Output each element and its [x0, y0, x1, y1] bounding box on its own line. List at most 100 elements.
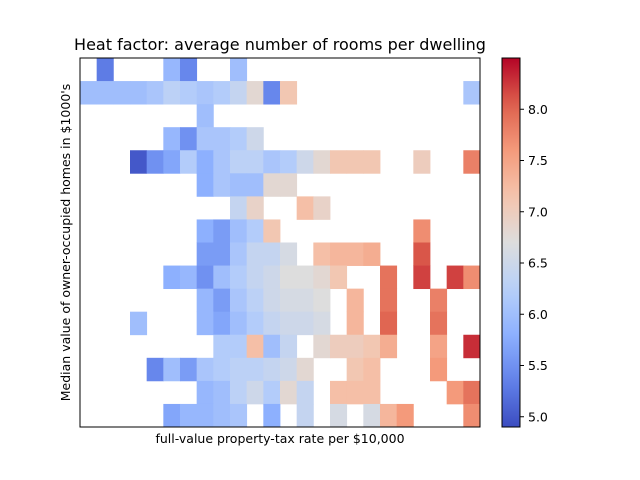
heatmap-cell	[296, 357, 314, 382]
heatmap-cells	[80, 58, 481, 428]
heatmap-cell	[346, 242, 364, 266]
heatmap-cell	[380, 403, 398, 428]
colorbar-tick-label: 7.5	[528, 153, 548, 168]
heatmap-cell	[280, 334, 298, 359]
heatmap-cell	[196, 219, 214, 243]
heatmap-cell	[280, 380, 298, 405]
heatmap-cell	[346, 288, 364, 313]
heatmap-cell	[363, 403, 381, 428]
heatmap-cell	[230, 288, 248, 313]
heatmap-cell	[130, 150, 148, 174]
heatmap-cell	[180, 81, 198, 105]
heatmap-cell	[230, 127, 248, 151]
heatmap-cell	[180, 127, 198, 151]
heatmap-cell	[196, 357, 214, 382]
heatmap-cell	[230, 334, 248, 359]
heatmap-cell	[246, 265, 264, 290]
heatmap-cell	[180, 58, 198, 82]
heatmap-cell	[430, 334, 448, 359]
heatmap-cell	[196, 265, 214, 290]
heatmap-cell	[263, 334, 281, 359]
colorbar-tick-label: 6.5	[528, 256, 548, 271]
heatmap-cell	[263, 288, 281, 313]
heatmap-cell	[163, 58, 181, 82]
colorbar-tick-label: 5.0	[528, 409, 548, 424]
heatmap-cell	[330, 380, 348, 405]
heatmap-cell	[296, 265, 314, 290]
heatmap-cell	[313, 196, 331, 220]
heatmap-cell	[263, 81, 281, 105]
heatmap-cell	[213, 334, 231, 359]
heatmap-cell	[296, 150, 314, 174]
heatmap-cell	[230, 311, 248, 336]
heatmap-cell	[230, 380, 248, 405]
heatmap-cell	[163, 265, 181, 290]
heatmap-cell	[346, 357, 364, 382]
heatmap-cell	[180, 265, 198, 290]
heatmap-cell	[213, 173, 231, 197]
heatmap-cell	[196, 104, 214, 128]
heatmap-cell	[246, 219, 264, 243]
heatmap-cell	[213, 288, 231, 313]
heatmap-cell	[80, 81, 98, 105]
heatmap-cell	[280, 173, 298, 197]
heatmap-cell	[430, 311, 448, 336]
heatmap-cell	[230, 58, 248, 82]
heatmap-cell	[246, 334, 264, 359]
heatmap-cell	[213, 265, 231, 290]
colorbar-tick-label: 6.0	[528, 307, 548, 322]
heatmap-cell	[280, 81, 298, 105]
heatmap-cell	[246, 311, 264, 336]
heatmap-cell	[413, 150, 431, 174]
heatmap-cell	[330, 334, 348, 359]
heatmap-cell	[330, 265, 348, 290]
heatmap-cell	[296, 196, 314, 220]
heatmap-cell	[146, 81, 164, 105]
heatmap-cell	[446, 265, 464, 290]
heatmap-cell	[413, 242, 431, 266]
heatmap-cell	[313, 242, 331, 266]
heatmap-cell	[196, 173, 214, 197]
heatmap-cell	[263, 265, 281, 290]
heatmap-cell	[396, 403, 414, 428]
heatmap-cell	[346, 334, 364, 359]
heatmap-cell	[130, 311, 148, 336]
heatmap-cell	[246, 81, 264, 105]
heatmap-cell	[296, 311, 314, 336]
heatmap-cell	[163, 357, 181, 382]
heatmap-cell	[213, 380, 231, 405]
heatmap-cell	[413, 265, 431, 290]
heatmap-cell	[230, 173, 248, 197]
heatmap-cell	[196, 380, 214, 405]
heatmap-cell	[430, 288, 448, 313]
heatmap-cell	[196, 127, 214, 151]
heatmap-cell	[196, 311, 214, 336]
heatmap-cell	[446, 380, 464, 405]
heatmap-cell	[280, 357, 298, 382]
heatmap-cell	[163, 403, 181, 428]
heatmap-cell	[263, 380, 281, 405]
heatmap-cell	[263, 403, 281, 428]
heatmap-cell	[463, 265, 481, 290]
heatmap-cell	[363, 242, 381, 266]
heatmap-cell	[163, 81, 181, 105]
heatmap-cell	[463, 81, 481, 105]
heatmap-cell	[230, 81, 248, 105]
heatmap-cell	[263, 311, 281, 336]
heatmap-cell	[313, 150, 331, 174]
heatmap-cell	[213, 219, 231, 243]
heatmap-cell	[280, 150, 298, 174]
heatmap-cell	[330, 150, 348, 174]
heatmap-cell	[463, 334, 481, 359]
heatmap-cell	[296, 288, 314, 313]
heatmap-cell	[96, 81, 114, 105]
heatmap-cell	[380, 311, 398, 336]
axes-frame	[79, 57, 481, 428]
heatmap-cell	[230, 242, 248, 266]
heatmap-cell	[113, 81, 131, 105]
heatmap-cell	[263, 173, 281, 197]
heatmap-cell	[230, 196, 248, 220]
heatmap-cell	[146, 357, 164, 382]
heatmap-cell	[213, 81, 231, 105]
heatmap-cell	[463, 150, 481, 174]
